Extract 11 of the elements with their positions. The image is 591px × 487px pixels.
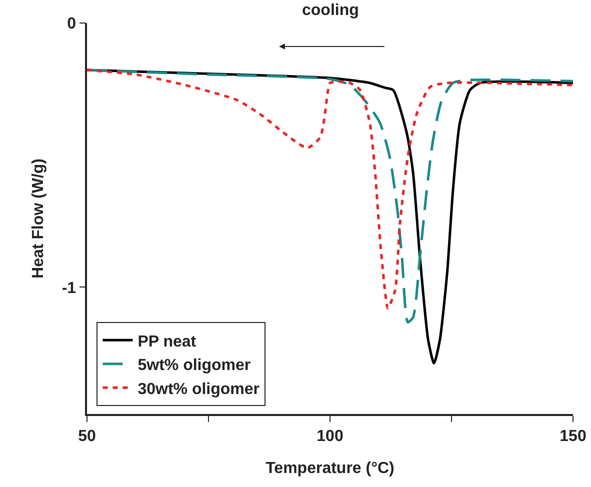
- legend-label: 30wt% oligomer: [138, 380, 260, 398]
- x-tick-label: 50: [78, 428, 96, 445]
- y-axis-title: Heat Flow (W/g): [30, 158, 48, 278]
- text: cooling: [302, 2, 359, 19]
- x-tick-label: 100: [316, 428, 344, 445]
- y-tick-label: -1: [62, 280, 76, 297]
- legend-label: PP neat: [138, 333, 197, 350]
- x-axis-title: Temperature (°C): [266, 460, 394, 478]
- x-tick-label: 150: [560, 428, 586, 445]
- y-tick-label: 0: [67, 16, 76, 33]
- legend-label: 5wt% oligomer: [138, 357, 251, 374]
